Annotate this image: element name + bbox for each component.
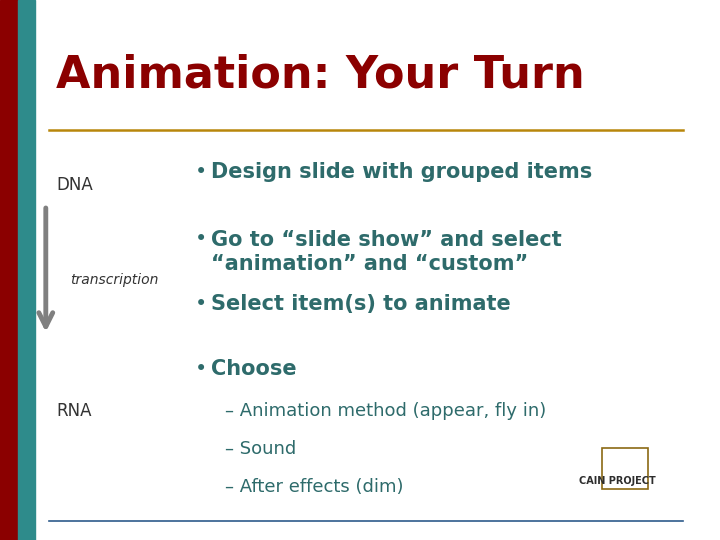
Text: – After effects (dim): – After effects (dim) [225, 478, 404, 496]
Text: – Animation method (appear, fly in): – Animation method (appear, fly in) [225, 402, 546, 420]
Text: •: • [194, 294, 207, 314]
Text: Choose: Choose [212, 359, 297, 379]
Text: transcription: transcription [71, 273, 159, 287]
Text: Select item(s) to animate: Select item(s) to animate [212, 294, 511, 314]
Text: •: • [194, 162, 207, 182]
Text: Animation: Your Turn: Animation: Your Turn [56, 54, 585, 97]
Text: DNA: DNA [56, 176, 93, 193]
FancyBboxPatch shape [603, 448, 648, 489]
Text: Go to “slide show” and select
“animation” and “custom”: Go to “slide show” and select “animation… [212, 230, 562, 274]
Text: Design slide with grouped items: Design slide with grouped items [212, 162, 593, 182]
Text: •: • [194, 230, 207, 249]
Text: CAIN PROJECT: CAIN PROJECT [579, 476, 655, 486]
Text: – Sound: – Sound [225, 440, 297, 458]
Text: RNA: RNA [56, 402, 92, 420]
Text: •: • [194, 359, 207, 379]
